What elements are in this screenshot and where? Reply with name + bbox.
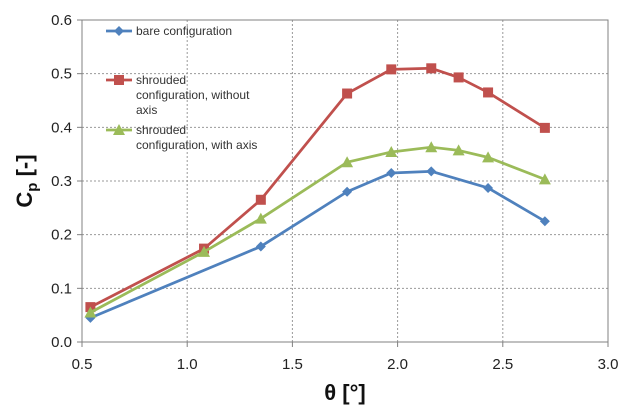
y-tick-label: 0.1: [51, 280, 72, 297]
x-tick-label: 3.0: [598, 356, 619, 373]
series-3: [84, 141, 551, 318]
x-tick-label: 0.5: [72, 356, 93, 373]
data-point: [538, 173, 551, 185]
y-axis-label-subscript: p: [24, 183, 41, 192]
data-point: [342, 186, 353, 197]
legend-swatch-marker: [113, 124, 125, 135]
data-point: [483, 182, 494, 193]
y-tick-label: 0.0: [51, 334, 72, 351]
legend-label: configuration, without: [136, 88, 250, 102]
series-line: [89, 66, 546, 309]
series-1: [85, 166, 550, 323]
data-point: [341, 156, 354, 168]
y-tick-label: 0.5: [51, 66, 72, 83]
legend-swatch-marker: [114, 75, 124, 85]
data-point: [385, 146, 398, 158]
data-point: [254, 212, 267, 224]
data-point: [342, 88, 353, 99]
y-tick-label: 0.2: [51, 227, 72, 244]
y-tick-label: 0.3: [51, 173, 72, 190]
y-tick-label: 0.6: [51, 12, 72, 29]
plot-area-frame: [81, 19, 609, 343]
data-point: [198, 245, 211, 257]
data-point: [539, 122, 550, 133]
y-axis-label: Cp [-]: [12, 154, 41, 207]
data-point: [452, 144, 465, 156]
x-tick-label: 1.5: [282, 356, 303, 373]
x-axis-label: θ [°]: [324, 380, 365, 405]
data-point: [453, 72, 464, 83]
y-axis-ticks: 0.0 0.1 0.2 0.3 0.4 0.5 0.6: [51, 12, 82, 351]
y-tick-label: 0.4: [51, 119, 72, 136]
legend: bare configurationshroudedconfiguration,…: [106, 24, 257, 152]
legend-swatch-marker: [114, 26, 124, 36]
data-point: [386, 64, 397, 75]
data-point: [426, 63, 437, 74]
grid: [82, 20, 608, 342]
y-axis-label-main: C: [12, 192, 37, 208]
y-axis-label-suffix: [-]: [12, 154, 37, 182]
data-point: [84, 306, 97, 318]
data-point: [539, 216, 550, 227]
legend-label: configuration, with axis: [136, 138, 257, 152]
data-point: [426, 166, 437, 177]
x-tick-label: 2.0: [387, 356, 408, 373]
data-point: [255, 194, 266, 205]
x-tick-label: 2.5: [492, 356, 513, 373]
x-tick-label: 1.0: [177, 356, 198, 373]
legend-label: shrouded: [136, 123, 186, 137]
data-point: [425, 141, 438, 153]
data-point: [386, 167, 397, 178]
data-point: [483, 87, 494, 98]
x-axis-ticks: 0.5 1.0 1.5 2.0 2.5 3.0: [72, 342, 619, 373]
series-line: [89, 169, 546, 320]
data-point: [482, 151, 495, 163]
legend-item-1: bare configuration: [106, 24, 232, 38]
legend-label: axis: [136, 103, 157, 117]
data-point: [255, 241, 266, 252]
series-line: [89, 145, 546, 314]
series-group: [84, 63, 551, 323]
legend-label: shrouded: [136, 73, 186, 87]
legend-label: bare configuration: [136, 24, 232, 38]
